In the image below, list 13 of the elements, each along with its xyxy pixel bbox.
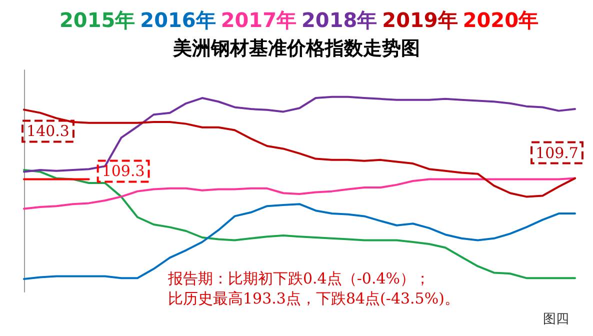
text: 2015年 <box>60 8 136 32</box>
data-label: 140.3 <box>26 122 70 140</box>
text: 2016年 <box>140 8 216 32</box>
text: 2018年 <box>302 8 378 32</box>
text: 2020年 <box>462 8 538 32</box>
annotation: 报告期：比期初下跌0.4点（-0.4%）； <box>167 270 430 288</box>
text: 2019年 <box>382 8 458 32</box>
text: 2017年 <box>220 8 297 32</box>
data-label: 109.3 <box>102 162 145 180</box>
chart-title: 美洲钢材基准价格指数走势图 <box>172 38 420 60</box>
data-label: 109.7 <box>536 144 578 162</box>
text: 图四 <box>543 311 569 328</box>
annotation: 比历史最高193.3点，下跌84点(-43.5%)。 <box>168 290 460 308</box>
